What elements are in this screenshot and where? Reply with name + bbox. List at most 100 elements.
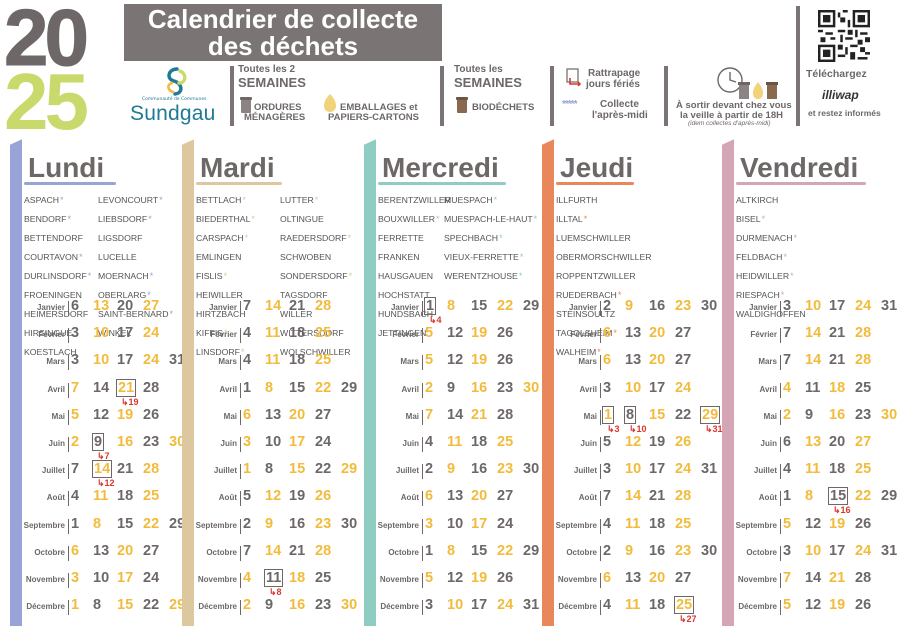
month-name: Septembre xyxy=(23,520,65,530)
village-name: LEVONCOURT xyxy=(98,195,159,205)
separator xyxy=(550,66,554,126)
day-name: Jeudi xyxy=(560,152,634,183)
village-item: SAINT-BERNARD* xyxy=(98,302,173,321)
shift-arrow-icon: ↳ xyxy=(629,423,637,434)
collection-date: 13 xyxy=(805,434,822,450)
month-name: Août xyxy=(758,493,777,503)
collection-date: 27 xyxy=(315,406,332,423)
village-name: BETTLACH xyxy=(196,195,242,205)
collection-date: 22 xyxy=(143,515,160,532)
village-name: LIGSDORF xyxy=(98,233,143,243)
collection-date: 6 xyxy=(603,352,612,369)
village-name: OLTINGUE xyxy=(280,214,324,224)
collection-date: 3 xyxy=(603,379,612,396)
column-color-bar xyxy=(542,146,554,626)
month-separator xyxy=(68,382,69,398)
collection-date: 25 xyxy=(143,488,160,505)
collection-date: 10 xyxy=(447,597,464,614)
month-name: Juillet xyxy=(573,466,597,476)
collection-date: 10 xyxy=(625,379,642,396)
village-item: HEIDWILLER* xyxy=(736,264,806,283)
month-name: Novembre xyxy=(25,575,65,584)
collection-date: 17 xyxy=(649,461,666,478)
shifted-date: 8 xyxy=(623,405,637,424)
collection-date: 16 xyxy=(471,461,488,478)
collection-date: 20 xyxy=(829,434,846,450)
collection-date: 18 xyxy=(289,352,306,369)
village-item: STEINSOULTZ xyxy=(556,302,652,321)
village-name: RAEDERSDORF xyxy=(280,233,347,243)
collection-date: 17 xyxy=(471,515,488,532)
collection-date: 10 xyxy=(93,352,110,369)
month-row: Août 6 13 20 27 xyxy=(364,486,534,512)
village-name: DURLINSDORF xyxy=(24,271,87,281)
collection-date: 30 xyxy=(341,515,358,532)
collection-date: 21 xyxy=(829,352,846,369)
collection-date: 22 xyxy=(315,379,332,396)
village-name: VIEUX-FERRETTE xyxy=(444,252,519,262)
collection-date: 20 xyxy=(649,352,666,369)
month-separator xyxy=(422,600,423,616)
ordures-b: MÉNAGÈRES xyxy=(244,112,306,123)
illiwap-logo[interactable]: illiwap xyxy=(822,88,859,102)
shifted-date: 9 xyxy=(91,433,105,451)
collection-date: 12 xyxy=(447,570,464,586)
collection-date: 18 xyxy=(471,434,488,450)
brown-bin-icon xyxy=(456,97,468,113)
month-separator xyxy=(68,491,69,507)
month-separator xyxy=(600,301,601,316)
afternoon-star-icon: * xyxy=(780,290,785,300)
shift-arrow-icon: ↳ xyxy=(607,423,615,434)
month-separator xyxy=(600,545,601,561)
collection-date: 30 xyxy=(701,542,718,559)
collection-date: 27 xyxy=(675,352,692,369)
month-name: Juin xyxy=(580,439,597,448)
month-row: Juillet 7 14 21 28 xyxy=(10,459,180,485)
village-item: ASPACH* xyxy=(24,188,91,207)
collection-date: 9 xyxy=(447,461,456,478)
village-item: ILLTAL* xyxy=(556,207,652,226)
collection-date: 24 xyxy=(143,325,160,342)
collection-date: 19 xyxy=(649,434,666,450)
afternoon-star-icon: * xyxy=(761,214,766,224)
collection-date: 3 xyxy=(243,434,252,450)
afternoon-star-icon: * xyxy=(533,214,538,224)
holiday-shift-marker: ↳19 xyxy=(121,397,139,408)
village-name: SAINT-BERNARD xyxy=(98,309,169,319)
collection-date: 7 xyxy=(783,570,792,586)
gray-bin-icon xyxy=(240,97,252,113)
shifted-date: 15 xyxy=(827,487,849,506)
month-separator xyxy=(422,409,423,425)
month-name: Avril xyxy=(759,384,778,394)
month-name: Décembre xyxy=(26,602,65,612)
village-name: BIEDERTHAL xyxy=(196,214,251,224)
village-item: OBERLARG* xyxy=(98,283,173,302)
village-name: ALTKIRCH xyxy=(736,195,779,205)
month-name: Octobre xyxy=(388,547,419,557)
collection-date: 12 xyxy=(447,325,464,342)
collection-date: 17 xyxy=(117,570,134,586)
village-name: HIRTZBACH xyxy=(196,309,246,319)
shift-new-date: 7 xyxy=(104,451,110,461)
column-mercredi: Mercredi BERENTZWILLER BOUXWILLER* FERRETTE… xyxy=(364,146,539,626)
village-name: LINSDORF xyxy=(196,347,240,357)
village-name: FRANKEN xyxy=(378,252,420,262)
month-row: Février 3 10 17 24 xyxy=(10,323,180,349)
month-row: Octobre 7 14 21 28 xyxy=(182,541,352,567)
month-row: Juin 4 11 18 25 xyxy=(364,432,534,458)
month-row: Mai 6 13 20 27 xyxy=(182,405,352,431)
collection-date: 20 xyxy=(289,406,306,423)
collection-date: 25 xyxy=(675,515,692,532)
collection-date: 15 xyxy=(649,406,666,423)
village-name: MUESPACH-LE-HAUT xyxy=(444,214,533,224)
collection-date: 21 xyxy=(289,542,306,559)
qr-code-icon[interactable] xyxy=(818,10,870,62)
collection-date: 15 xyxy=(471,298,488,314)
village-item: RUEDERBACH* xyxy=(556,283,652,302)
collection-date: 1 xyxy=(425,542,434,559)
month-name: Mai xyxy=(51,411,65,421)
month-row: Octobre 6 13 20 27 xyxy=(10,541,180,567)
month-name: Novembre xyxy=(197,575,237,584)
village-item: WALDIGHOFFEN xyxy=(736,302,806,321)
collection-date: 15 xyxy=(471,542,488,559)
